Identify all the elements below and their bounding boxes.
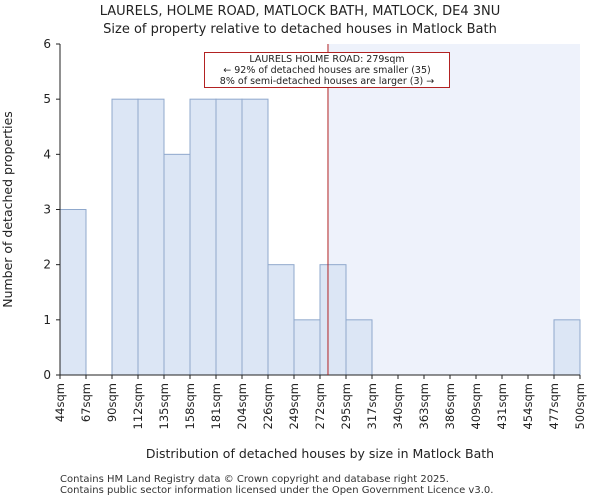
x-tick-label-317sqm: 317sqm: [365, 383, 379, 429]
x-tick-label-386sqm: 386sqm: [443, 383, 457, 429]
y-axis-label: Number of detached properties: [0, 111, 15, 308]
y-tick-label-3: 3: [43, 203, 51, 217]
y-tick-label-2: 2: [43, 258, 51, 272]
x-tick-label-112sqm: 112sqm: [131, 383, 145, 429]
annotation-box: LAURELS HOLME ROAD: 279sqm ← 92% of deta…: [204, 52, 450, 88]
x-tick-label-431sqm: 431sqm: [495, 383, 509, 429]
annotation-line1: LAURELS HOLME ROAD: 279sqm: [249, 54, 405, 65]
x-tick-label-181sqm: 181sqm: [209, 383, 223, 429]
bar-44sqm: [59, 209, 87, 376]
x-tick-label-204sqm: 204sqm: [235, 383, 249, 429]
x-tick-label-477sqm: 477sqm: [547, 383, 561, 429]
x-tick-label-158sqm: 158sqm: [183, 383, 197, 429]
annotation-line3: 8% of semi-detached houses are larger (3…: [219, 76, 435, 87]
bar-158sqm: [189, 98, 217, 376]
bar-181sqm: [215, 98, 243, 376]
x-tick-label-500sqm: 500sqm: [573, 383, 587, 429]
y-tick-label-1: 1: [43, 313, 51, 327]
x-tick-label-409sqm: 409sqm: [469, 383, 483, 429]
bar-90sqm: [111, 98, 139, 376]
y-tick-label-5: 5: [43, 92, 51, 106]
bar-204sqm: [241, 98, 269, 376]
x-tick-label-67sqm: 67sqm: [79, 383, 93, 422]
footer-copyright: Contains HM Land Registry data © Crown c…: [60, 474, 449, 485]
x-tick-label-363sqm: 363sqm: [417, 383, 431, 429]
bar-272sqm: [319, 264, 347, 376]
x-tick-label-226sqm: 226sqm: [261, 383, 275, 429]
x-tick-label-90sqm: 90sqm: [105, 383, 119, 422]
chart-title-line1: LAURELS, HOLME ROAD, MATLOCK BATH, MATLO…: [99, 4, 501, 19]
x-tick-label-44sqm: 44sqm: [53, 383, 67, 422]
bar-135sqm: [163, 153, 191, 376]
bar-226sqm: [267, 264, 295, 376]
footer-licence: Contains public sector information licen…: [60, 485, 494, 496]
bar-249sqm: [293, 319, 321, 376]
x-axis-label: Distribution of detached houses by size …: [146, 446, 494, 461]
x-tick-label-454sqm: 454sqm: [521, 383, 535, 429]
y-tick-label-0: 0: [43, 368, 51, 382]
y-tick-label-4: 4: [43, 147, 51, 161]
bar-295sqm: [345, 319, 373, 376]
bar-112sqm: [137, 98, 165, 376]
chart-title-line2: Size of property relative to detached ho…: [103, 22, 497, 37]
x-tick-label-272sqm: 272sqm: [313, 383, 327, 429]
y-tick-label-6: 6: [43, 37, 51, 51]
bar-477sqm: [553, 319, 581, 376]
x-tick-label-340sqm: 340sqm: [391, 383, 405, 429]
x-tick-label-249sqm: 249sqm: [287, 383, 301, 429]
x-tick-label-135sqm: 135sqm: [157, 383, 171, 429]
x-tick-label-295sqm: 295sqm: [339, 383, 353, 429]
annotation-line2: ← 92% of detached houses are smaller (35…: [223, 65, 431, 76]
